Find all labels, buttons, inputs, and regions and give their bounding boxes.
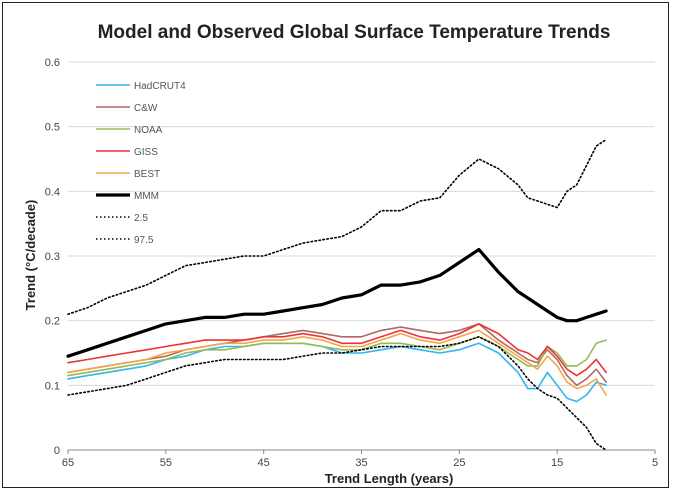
y-tick-labels: 0 0.1 0.2 0.3 0.4 0.5 0.6 bbox=[45, 57, 60, 457]
x-tick-labels: 65 55 45 35 25 15 5 bbox=[62, 450, 658, 469]
legend-label: NOAA bbox=[134, 125, 163, 136]
x-axis-label: Trend Length (years) bbox=[325, 471, 454, 486]
y-tick-label: 0.6 bbox=[45, 57, 60, 69]
legend-label: 2.5 bbox=[134, 213, 148, 224]
series-line-best bbox=[67, 329, 607, 396]
x-tick-label: 15 bbox=[551, 457, 563, 469]
y-axis-label: Trend (°C/decade) bbox=[23, 200, 38, 311]
y-tick-label: 0.4 bbox=[45, 186, 60, 198]
series-line-c-w bbox=[67, 323, 607, 387]
legend: HadCRUT4 C&W NOAA GISS BEST MMM 2.5 97.5 bbox=[96, 81, 186, 246]
x-tick-label: 5 bbox=[652, 457, 658, 469]
y-tick-label: 0.1 bbox=[45, 380, 60, 392]
series-line-mmm bbox=[66, 247, 608, 358]
series-line-giss bbox=[67, 323, 607, 377]
x-tick-label: 25 bbox=[453, 457, 465, 469]
legend-label: HadCRUT4 bbox=[134, 81, 186, 92]
legend-label: 97.5 bbox=[134, 235, 154, 246]
chart-title: Model and Observed Global Surface Temper… bbox=[98, 22, 611, 43]
series-lines bbox=[66, 138, 608, 451]
legend-label: C&W bbox=[134, 103, 158, 114]
x-tick-label: 55 bbox=[160, 457, 172, 469]
legend-label: MMM bbox=[134, 191, 159, 202]
series-line-hadcrut4 bbox=[67, 342, 607, 403]
series-line-2-5 bbox=[67, 335, 607, 451]
legend-label: BEST bbox=[134, 169, 160, 180]
x-tick-label: 35 bbox=[355, 457, 367, 469]
legend-label: GISS bbox=[134, 147, 158, 158]
series-line-97-5 bbox=[67, 138, 607, 316]
y-tick-label: 0 bbox=[54, 445, 60, 457]
y-tick-label: 0.2 bbox=[45, 316, 60, 328]
y-tick-label: 0.5 bbox=[45, 122, 60, 134]
x-tick-label: 45 bbox=[258, 457, 270, 469]
series-line-noaa bbox=[67, 335, 607, 377]
chart-frame bbox=[2, 2, 669, 488]
y-tick-label: 0.3 bbox=[45, 251, 60, 263]
x-tick-label: 65 bbox=[62, 457, 74, 469]
gridlines bbox=[68, 61, 655, 451]
